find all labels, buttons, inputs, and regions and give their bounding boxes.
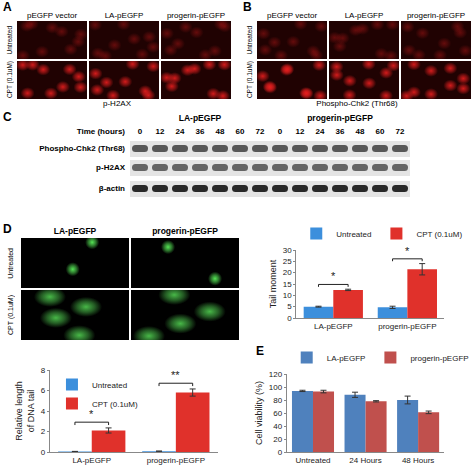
svg-text:LA-pEGFP: LA-pEGFP — [314, 322, 353, 331]
svg-text:*: * — [405, 245, 410, 257]
svg-text:100: 100 — [269, 383, 283, 392]
svg-text:48 Hours: 48 Hours — [402, 456, 434, 465]
svg-text:progerin-pEGFP: progerin-pEGFP — [378, 322, 436, 331]
html-text:pEGFP vector: pEGFP vector — [267, 11, 317, 20]
svg-text:4: 4 — [41, 407, 46, 416]
html-text:24: 24 — [175, 127, 185, 136]
html-text:0: 0 — [137, 127, 143, 136]
svg-text:120: 120 — [269, 370, 283, 379]
html-text:D: D — [3, 222, 12, 236]
html-text:C: C — [3, 110, 12, 124]
svg-text:20: 20 — [283, 268, 292, 277]
html-text:12: 12 — [295, 127, 305, 136]
svg-text:*: * — [89, 408, 94, 420]
html-text:E: E — [256, 344, 264, 358]
html-text:LA-pEGFP: LA-pEGFP — [53, 226, 97, 236]
html-text:Untreated: Untreated — [6, 247, 14, 279]
html-text:A: A — [3, 0, 12, 14]
svg-text:Cell viability (%): Cell viability (%) — [254, 381, 264, 445]
svg-text:25: 25 — [283, 257, 292, 266]
svg-text:0: 0 — [278, 448, 283, 457]
svg-text:60: 60 — [273, 409, 282, 418]
html-text:LA-pEGFP: LA-pEGFP — [104, 11, 144, 20]
html-text:CPT (0.1uM): CPT (0.1uM) — [6, 295, 14, 335]
html-text:Phospho-Chk2 (Thr68): Phospho-Chk2 (Thr68) — [316, 99, 398, 108]
svg-text:0: 0 — [41, 448, 46, 457]
html-text:pEGFP vector: pEGFP vector — [27, 11, 77, 20]
svg-text:6: 6 — [41, 386, 46, 395]
svg-text:*: * — [331, 270, 336, 282]
html-text:CPT (0.1uM): CPT (0.1uM) — [245, 61, 253, 99]
svg-text:5: 5 — [287, 302, 292, 311]
svg-text:0: 0 — [287, 314, 292, 323]
svg-text:CPT (0.1uM): CPT (0.1uM) — [92, 400, 138, 409]
svg-text:CPT (0.1uM): CPT (0.1uM) — [416, 230, 462, 239]
svg-text:15: 15 — [283, 280, 292, 289]
html-text:β-actin: β-actin — [98, 184, 125, 193]
html-text:24: 24 — [315, 127, 325, 136]
svg-text:Untreated: Untreated — [336, 230, 371, 239]
svg-text:24 Hours: 24 Hours — [349, 456, 381, 465]
html-text:progerin-pEGFP: progerin-pEGFP — [307, 113, 373, 123]
svg-text:progerin-pEGFP: progerin-pEGFP — [410, 354, 468, 363]
html-text:0: 0 — [277, 127, 283, 136]
svg-text:10: 10 — [283, 291, 292, 300]
html-text:12: 12 — [155, 127, 165, 136]
html-text:progerin-pEGFP: progerin-pEGFP — [166, 11, 226, 20]
html-text:p-H2AX: p-H2AX — [103, 99, 131, 108]
html-text:CPT (0.1uM): CPT (0.1uM) — [5, 61, 13, 99]
svg-text:8: 8 — [41, 366, 46, 375]
html-text:36: 36 — [335, 127, 345, 136]
html-text:LA-pEGFP: LA-pEGFP — [178, 113, 222, 123]
html-text:progerin-pEGFP: progerin-pEGFP — [152, 226, 218, 236]
html-text:Untreated: Untreated — [245, 25, 253, 55]
html-text:Untreated: Untreated — [5, 25, 13, 55]
svg-text:80: 80 — [273, 396, 282, 405]
html-text:60: 60 — [235, 127, 245, 136]
svg-text:Tail moment: Tail moment — [268, 259, 278, 308]
html-text:progerin-pEGFP: progerin-pEGFP — [406, 11, 466, 20]
svg-text:40: 40 — [273, 422, 282, 431]
svg-text:Untreated: Untreated — [92, 381, 127, 390]
html-text:Time (hours): Time (hours) — [76, 127, 125, 136]
html-text:LA-pEGFP: LA-pEGFP — [344, 11, 384, 20]
svg-text:Relative lengthof DNA tail: Relative lengthof DNA tail — [14, 381, 36, 441]
html-text:p-H2AX: p-H2AX — [96, 163, 125, 172]
html-text:Phospho-Chk2 (Thr68): Phospho-Chk2 (Thr68) — [39, 144, 125, 153]
svg-text:Untreated: Untreated — [295, 456, 330, 465]
html-text:48: 48 — [355, 127, 365, 136]
html-text:72: 72 — [395, 127, 405, 136]
html-text:36: 36 — [195, 127, 205, 136]
html-text:B: B — [243, 0, 252, 14]
html-text:72: 72 — [255, 127, 265, 136]
svg-text:20: 20 — [273, 435, 282, 444]
html-text:60: 60 — [375, 127, 385, 136]
svg-text:progerin-pEGFP: progerin-pEGFP — [147, 456, 205, 465]
svg-text:**: ** — [171, 369, 180, 381]
svg-text:LA-pEGFP: LA-pEGFP — [327, 354, 366, 363]
svg-text:2: 2 — [41, 427, 46, 436]
svg-text:30: 30 — [283, 246, 292, 255]
html-text:48: 48 — [215, 127, 225, 136]
svg-text:LA-pEGFP: LA-pEGFP — [72, 456, 111, 465]
